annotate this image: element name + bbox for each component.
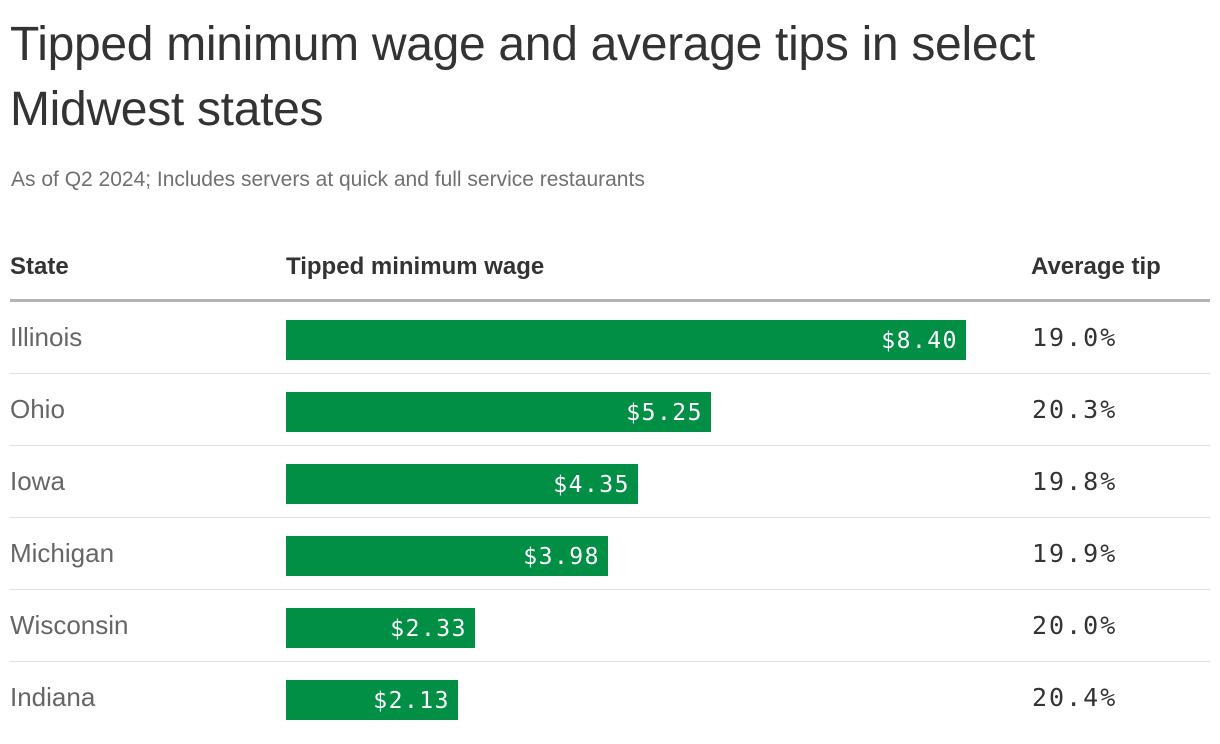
column-header-tipped-minimum-wage: Tipped minimum wage [286,253,545,280]
column-header-average-tip: Average tip [1031,253,1161,280]
table-row: Illinois $8.40 19.0% [0,302,1220,374]
table-row: Ohio $5.25 20.3% [0,374,1220,446]
wage-value-label: $4.35 [553,472,630,498]
state-label: Michigan [10,538,115,568]
chart-title: Tipped minimum wage and average tips in … [10,18,1035,136]
wage-value-label: $8.40 [881,328,958,354]
column-header-state: State [10,253,69,280]
table-row: Michigan $3.98 19.9% [0,518,1220,590]
row-divider [10,373,1210,374]
wage-value-label: $2.33 [390,616,467,642]
chart-subtitle: As of Q2 2024; Includes servers at quick… [11,168,645,191]
wage-bar: $2.33 [286,608,475,648]
average-tip-value: 19.9% [1032,539,1118,568]
table-row: Indiana $2.13 20.4% [0,662,1220,734]
wage-value-label: $5.25 [626,400,703,426]
row-divider [10,589,1210,590]
wage-bar: $5.25 [286,392,711,432]
header-divider [10,299,1210,302]
table-row: Iowa $4.35 19.8% [0,446,1220,518]
state-label: Iowa [10,466,65,496]
wage-value-label: $3.98 [523,544,600,570]
average-tip-value: 19.8% [1032,467,1118,496]
average-tip-value: 19.0% [1032,323,1118,352]
average-tip-value: 20.3% [1032,395,1118,424]
row-divider [10,661,1210,662]
state-label: Indiana [10,682,96,712]
state-label: Illinois [10,322,83,352]
average-tip-value: 20.0% [1032,611,1118,640]
wage-value-label: $2.13 [373,688,450,714]
table-row: Wisconsin $2.33 20.0% [0,590,1220,662]
row-divider [10,445,1210,446]
state-label: Wisconsin [10,610,129,640]
wage-bar: $4.35 [286,464,638,504]
wage-bar: $3.98 [286,536,608,576]
average-tip-value: 20.4% [1032,683,1118,712]
row-divider [10,517,1210,518]
wage-bar: $2.13 [286,680,458,720]
state-label: Ohio [10,394,65,424]
wage-bar: $8.40 [286,320,966,360]
